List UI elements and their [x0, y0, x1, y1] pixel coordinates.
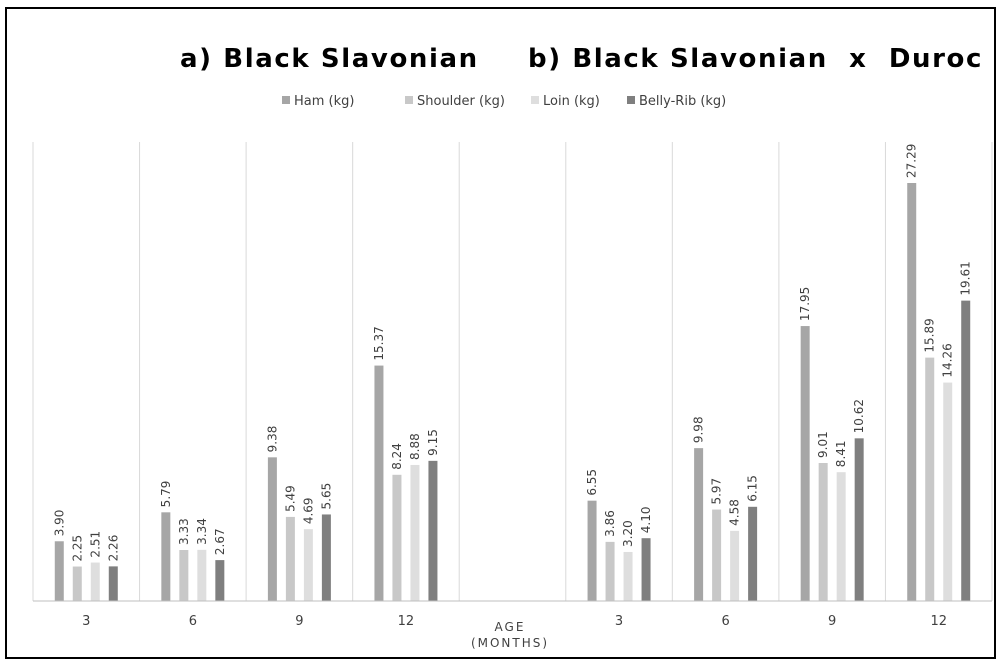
- data-label: 5.79: [159, 481, 173, 508]
- data-label: 5.65: [319, 483, 333, 510]
- data-label: 4.10: [639, 506, 653, 533]
- legend-swatch: [405, 96, 413, 104]
- data-label: 6.15: [746, 475, 760, 502]
- x-tick-label: 9: [295, 614, 303, 629]
- bar: [854, 438, 864, 601]
- bar: [179, 549, 189, 601]
- data-label: 9.01: [816, 431, 830, 458]
- data-label: 3.20: [621, 520, 635, 547]
- legend-label: Loin (kg): [543, 94, 600, 109]
- bar: [321, 514, 331, 601]
- x-axis-title-line1: AGE: [495, 620, 526, 634]
- bar: [748, 506, 758, 601]
- data-label: 9.38: [265, 426, 279, 453]
- bar: [392, 474, 402, 601]
- bar: [72, 566, 82, 601]
- x-tick-label: 6: [189, 614, 197, 629]
- data-label: 3.34: [195, 518, 209, 545]
- data-label: 10.62: [852, 399, 866, 433]
- bars: [54, 183, 971, 601]
- x-tick-label: 12: [398, 614, 415, 629]
- data-label: 15.37: [372, 326, 386, 360]
- bar: [410, 464, 420, 601]
- legend-label: Shoulder (kg): [417, 94, 505, 109]
- data-label: 9.98: [692, 416, 706, 443]
- bar: [730, 530, 740, 601]
- data-label: 9.15: [426, 429, 440, 456]
- bar: [836, 472, 846, 601]
- bar: [374, 365, 384, 601]
- bar: [108, 566, 118, 601]
- data-label: 4.69: [301, 497, 315, 524]
- x-axis-title-line2: (MONTHS): [471, 636, 549, 650]
- category-gridlines: [32, 142, 993, 601]
- data-label: 8.41: [834, 440, 848, 467]
- bar: [587, 500, 597, 601]
- bar: [215, 560, 225, 601]
- data-label: 27.29: [905, 144, 919, 178]
- bar: [54, 541, 64, 601]
- x-tick-label: 3: [82, 614, 90, 629]
- data-labels: 3.90 2.25 2.51 2.26 5.79 3.33 3.34 2.67 9.38 5.49…: [52, 144, 972, 562]
- data-label: 4.58: [728, 499, 742, 526]
- chart-title-b: b) Black Slavonian x Duroc: [528, 44, 983, 74]
- bar: [943, 382, 953, 601]
- legend-swatch: [531, 96, 539, 104]
- x-tick-label: 6: [721, 614, 729, 629]
- data-label: 3.86: [603, 510, 617, 537]
- data-label: 5.49: [283, 485, 297, 512]
- legend: Ham (kg) Shoulder (kg) Loin (kg) Belly-Rib …: [282, 94, 726, 109]
- x-tick-label: 3: [615, 614, 623, 629]
- bar: [925, 357, 935, 601]
- bar: [267, 457, 277, 601]
- data-label: 2.25: [70, 535, 84, 562]
- bar: [907, 183, 917, 601]
- legend-swatch: [627, 96, 635, 104]
- x-tick-labels: 3 6 9 12 3 6 9 12: [82, 614, 947, 629]
- x-tick-label: 12: [930, 614, 947, 629]
- bar: [428, 460, 438, 601]
- chart-title-a: a) Black Slavonian: [180, 44, 479, 74]
- data-label: 5.97: [710, 478, 724, 505]
- bar: [641, 538, 651, 601]
- bar: [605, 541, 615, 601]
- data-label: 17.95: [798, 287, 812, 321]
- bar: [197, 549, 207, 601]
- bar: [712, 509, 722, 601]
- bar: [285, 516, 295, 601]
- legend-label: Belly-Rib (kg): [639, 94, 726, 109]
- bar: [694, 448, 704, 601]
- data-label: 2.67: [213, 528, 227, 555]
- legend-label: Ham (kg): [294, 94, 354, 109]
- data-label: 19.61: [959, 261, 973, 295]
- data-label: 8.88: [408, 433, 422, 460]
- bar: [303, 529, 313, 601]
- data-label: 8.24: [390, 443, 404, 470]
- bar: [161, 512, 171, 601]
- bar: [90, 562, 100, 601]
- data-label: 15.89: [923, 318, 937, 352]
- data-label: 2.26: [106, 535, 120, 562]
- legend-swatch: [282, 96, 290, 104]
- data-label: 14.26: [941, 343, 955, 377]
- bar: [623, 551, 633, 601]
- data-label: 3.33: [177, 518, 191, 545]
- bar: [818, 462, 828, 601]
- bar: [961, 300, 971, 601]
- data-label: 2.51: [88, 531, 102, 558]
- x-tick-label: 9: [828, 614, 836, 629]
- bar: [800, 326, 810, 601]
- data-label: 3.90: [52, 510, 66, 537]
- data-label: 6.55: [585, 469, 599, 496]
